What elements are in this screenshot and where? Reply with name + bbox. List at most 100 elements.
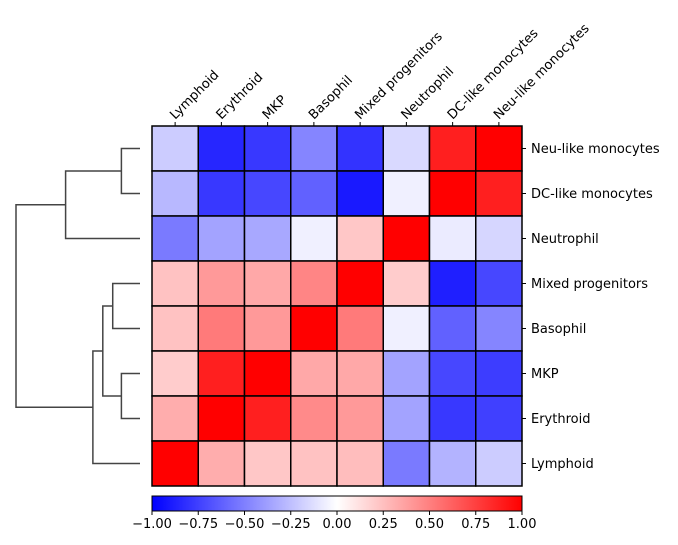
heatmap-cell-neutrophil-basophil xyxy=(290,215,338,262)
heatmap-cell-dc-like-monocytes-neu-like-monocytes xyxy=(475,170,523,217)
row-label-neu-like-monocytes: Neu-like monocytes xyxy=(531,142,660,157)
row-label-erythroid: Erythroid xyxy=(531,412,590,427)
heatmap-cell-mixed-progenitors-mixed-progenitors xyxy=(336,260,384,307)
row-label-mixed-progenitors: Mixed progenitors xyxy=(531,277,648,292)
heatmap-cell-mkp-neu-like-monocytes xyxy=(475,350,523,397)
heatmap-cell-neu-like-monocytes-mkp xyxy=(243,125,292,172)
heatmap-cell-erythroid-neutrophil xyxy=(382,395,431,442)
heatmap-cell-dc-like-monocytes-erythroid xyxy=(197,170,246,217)
dendrogram-link xyxy=(120,372,140,420)
heatmap-cell-erythroid-basophil xyxy=(290,395,338,442)
heatmap-cell-dc-like-monocytes-mixed-progenitors xyxy=(336,170,384,217)
heatmap-cell-erythroid-mixed-progenitors xyxy=(336,395,384,442)
heatmap-cell-neu-like-monocytes-mixed-progenitors xyxy=(336,125,384,172)
heatmap-cell-basophil-neutrophil xyxy=(382,305,431,352)
row-label-dc-like-monocytes: DC-like monocytes xyxy=(531,187,653,202)
row-label-lymphoid: Lymphoid xyxy=(531,457,594,472)
heatmap-cell-neutrophil-dc-like-monocytes xyxy=(428,215,477,262)
heatmap-cell-dc-like-monocytes-dc-like-monocytes xyxy=(428,170,477,217)
heatmap-cell-mixed-progenitors-lymphoid xyxy=(151,260,199,307)
colorbar-tick-label: −0.75 xyxy=(178,517,218,532)
colorbar-tick-label: 0.00 xyxy=(323,517,352,532)
heatmap-cell-lymphoid-lymphoid xyxy=(151,440,199,487)
heatmap-cell-mixed-progenitors-mkp xyxy=(243,260,292,307)
colorbar-tick-label: −1.00 xyxy=(132,517,172,532)
heatmap-cell-erythroid-dc-like-monocytes xyxy=(428,395,477,442)
heatmap-cell-dc-like-monocytes-basophil xyxy=(290,170,338,217)
heatmap-cell-basophil-basophil xyxy=(290,305,338,352)
heatmap-cell-erythroid-erythroid xyxy=(197,395,246,442)
heatmap-cell-basophil-mixed-progenitors xyxy=(336,305,384,352)
colorbar-tick-label: −0.50 xyxy=(225,517,265,532)
heatmap-cell-mkp-neutrophil xyxy=(382,350,431,397)
heatmap-cell-neutrophil-erythroid xyxy=(197,215,246,262)
heatmap-cell-lymphoid-erythroid xyxy=(197,440,246,487)
heatmap-cell-neutrophil-mkp xyxy=(243,215,292,262)
column-label-neu-like-monocytes: Neu-like monocytes xyxy=(491,21,593,123)
row-label-neutrophil: Neutrophil xyxy=(531,232,599,247)
heatmap-cell-erythroid-mkp xyxy=(243,395,292,442)
dendrogram-link xyxy=(92,350,140,465)
row-label-basophil: Basophil xyxy=(531,322,586,337)
colorbar-tick-label: 0.75 xyxy=(461,517,490,532)
heatmap-cells xyxy=(151,125,523,487)
heatmap-cell-mkp-erythroid xyxy=(197,350,246,397)
colorbar-tick-label: 0.50 xyxy=(415,517,444,532)
heatmap-cell-mkp-dc-like-monocytes xyxy=(428,350,477,397)
heatmap-cell-lymphoid-neutrophil xyxy=(382,440,431,487)
column-label-mixed-progenitors: Mixed progenitors xyxy=(352,29,446,123)
dendrogram-link xyxy=(111,282,140,330)
heatmap-cell-erythroid-neu-like-monocytes xyxy=(475,395,523,442)
heatmap-cell-basophil-dc-like-monocytes xyxy=(428,305,477,352)
heatmap-cell-basophil-lymphoid xyxy=(151,305,199,352)
column-label-lymphoid: Lymphoid xyxy=(167,68,222,123)
colorbar-tick-label: 1.00 xyxy=(508,517,537,532)
heatmap-cell-basophil-neu-like-monocytes xyxy=(475,305,523,352)
heatmap-cell-neutrophil-neu-like-monocytes xyxy=(475,215,523,262)
column-label-dc-like-monocytes: DC-like monocytes xyxy=(445,26,542,123)
heatmap-cell-dc-like-monocytes-mkp xyxy=(243,170,292,217)
heatmap-cell-mkp-mkp xyxy=(243,350,292,397)
heatmap-cell-mixed-progenitors-neutrophil xyxy=(382,260,431,307)
colorbar: −1.00 −0.75 −0.50 −0.25 0.00 0.25 0.50 0.75 1.00 xyxy=(132,495,537,532)
heatmap-cell-mkp-lymphoid xyxy=(151,350,199,397)
heatmap-cell-mixed-progenitors-erythroid xyxy=(197,260,246,307)
heatmap-cell-neu-like-monocytes-dc-like-monocytes xyxy=(428,125,477,172)
row-dendrogram xyxy=(15,147,140,465)
heatmap-cell-mixed-progenitors-basophil xyxy=(290,260,338,307)
heatmap-cell-lymphoid-mkp xyxy=(243,440,292,487)
heatmap-cell-neu-like-monocytes-basophil xyxy=(290,125,338,172)
column-label-basophil: Basophil xyxy=(306,73,356,123)
heatmap-cell-lymphoid-mixed-progenitors xyxy=(336,440,384,487)
dendrogram-link xyxy=(64,170,140,240)
heatmap-cell-erythroid-lymphoid xyxy=(151,395,199,442)
heatmap-cell-mkp-basophil xyxy=(290,350,338,397)
heatmap-cell-lymphoid-dc-like-monocytes xyxy=(428,440,477,487)
colorbar-tick-label: −0.25 xyxy=(271,517,311,532)
heatmap-cell-basophil-erythroid xyxy=(197,305,246,352)
heatmap-cell-neutrophil-lymphoid xyxy=(151,215,199,262)
heatmap-cell-lymphoid-neu-like-monocytes xyxy=(475,440,523,487)
row-label-mkp: MKP xyxy=(531,367,559,382)
heatmap-cell-neu-like-monocytes-neu-like-monocytes xyxy=(475,125,523,172)
heatmap-cell-dc-like-monocytes-neutrophil xyxy=(382,170,431,217)
dendrogram-link xyxy=(120,147,140,195)
heatmap-cell-basophil-mkp xyxy=(243,305,292,352)
heatmap-cell-mixed-progenitors-dc-like-monocytes xyxy=(428,260,477,307)
heatmap-cell-lymphoid-basophil xyxy=(290,440,338,487)
heatmap-cell-neutrophil-neutrophil xyxy=(382,215,431,262)
heatmap-cell-neu-like-monocytes-erythroid xyxy=(197,125,246,172)
heatmap-cell-dc-like-monocytes-lymphoid xyxy=(151,170,199,217)
colorbar-gradient xyxy=(151,495,523,512)
heatmap-cell-mkp-mixed-progenitors xyxy=(336,350,384,397)
dendrogram-link xyxy=(15,204,93,408)
row-labels: Neu-like monocytes DC-like monocytes Neutr… xyxy=(522,142,660,472)
heatmap-cell-neutrophil-mixed-progenitors xyxy=(336,215,384,262)
heatmap-cell-mixed-progenitors-neu-like-monocytes xyxy=(475,260,523,307)
column-label-mkp: MKP xyxy=(260,93,290,123)
heatmap-cell-neu-like-monocytes-lymphoid xyxy=(151,125,199,172)
colorbar-tick-label: 0.25 xyxy=(369,517,398,532)
heatmap-cell-neu-like-monocytes-neutrophil xyxy=(382,125,431,172)
